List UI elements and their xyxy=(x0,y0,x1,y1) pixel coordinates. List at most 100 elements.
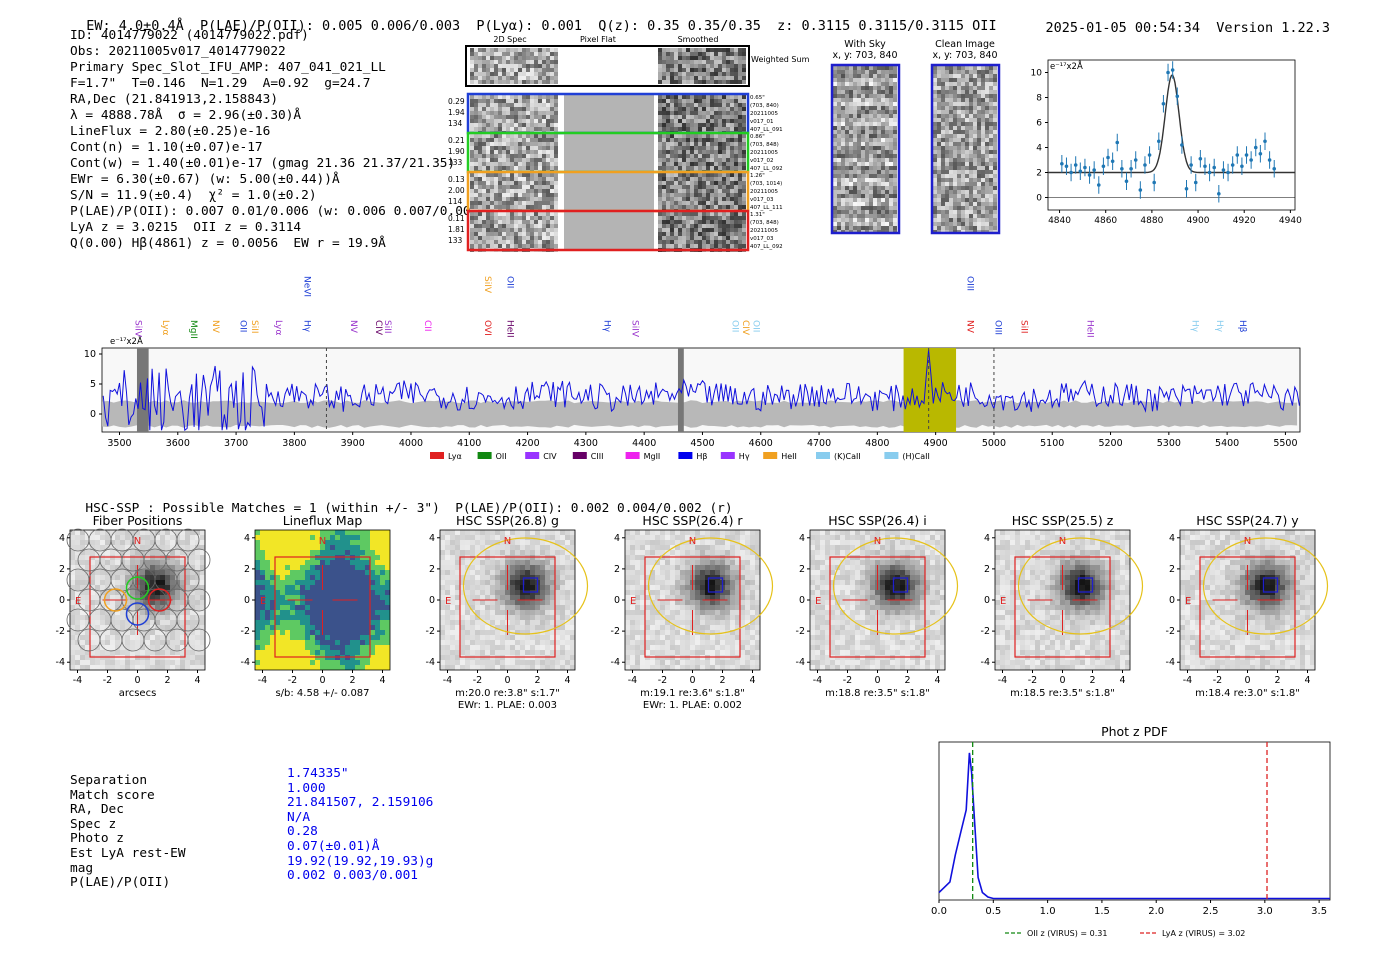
pdf-legend-label: OII z (VIRUS) = 0.31 xyxy=(1027,929,1107,938)
spectrum-xtick: 5200 xyxy=(1098,438,1122,449)
data-point xyxy=(1240,157,1244,175)
timestamp-version: 2025-01-05 00:54:34 Version 1.22.3 xyxy=(1045,20,1330,36)
data-point xyxy=(1092,161,1096,179)
hsc-ytick: 0 xyxy=(1169,595,1175,606)
hsc-ytick: 4 xyxy=(984,533,990,544)
north-label: N xyxy=(319,536,326,547)
spectral-line-label: SiII xyxy=(382,320,392,334)
counterpart-box xyxy=(1077,577,1094,593)
legend-swatch xyxy=(477,452,492,459)
east-label: E xyxy=(75,596,81,607)
spectral-line-label: OII xyxy=(750,320,760,332)
masked-band xyxy=(677,348,684,432)
cutout-row-meta: v017_03 xyxy=(750,197,774,203)
spectrum-xtick: 4700 xyxy=(807,438,831,449)
spectral-line-label: Hγ xyxy=(1189,320,1199,333)
data-point xyxy=(1193,173,1198,192)
hsc-xtick: -2 xyxy=(288,675,297,686)
hsc-ytick: -4 xyxy=(241,657,250,668)
match-value: 1.74335" xyxy=(287,766,349,781)
hsc-xtick: -4 xyxy=(73,675,82,686)
spectral-line-label: Lyα xyxy=(273,320,283,336)
pdf-xtick: 3.0 xyxy=(1257,906,1273,917)
hsc-ytick: 2 xyxy=(59,564,65,575)
hsc-ytick: -2 xyxy=(1166,626,1175,637)
spectral-line-label: HeII xyxy=(504,320,514,338)
hsc-xtick: -2 xyxy=(1213,675,1222,686)
zoom-ytick: 8 xyxy=(1036,94,1042,104)
spectral-line-label: Hγ xyxy=(1214,320,1224,333)
zoom-xtick: 4860 xyxy=(1094,216,1117,226)
data-point xyxy=(1180,136,1184,154)
hsc-ytick: -4 xyxy=(981,657,990,668)
match-value: 1.000 xyxy=(287,780,326,796)
zoom-xtick: 4920 xyxy=(1233,216,1256,226)
spectral-line-label: NV xyxy=(210,320,220,334)
cutout-row-meta: v017_01 xyxy=(750,119,774,125)
hsc-panel-caption: s/b: 4.58 +/- 0.087 xyxy=(275,688,369,699)
fiber-circle xyxy=(147,588,172,612)
data-point xyxy=(1253,138,1258,157)
counterpart-box xyxy=(707,577,724,593)
match-label: Est LyA rest-EW xyxy=(70,845,186,861)
legend-swatch xyxy=(763,452,778,459)
zoom-xtick: 4940 xyxy=(1279,216,1302,226)
match-value: 21.841507, 2.159106 xyxy=(287,795,434,811)
legend-label: Hγ xyxy=(739,452,750,461)
hsc-xtick: 0 xyxy=(1244,675,1250,686)
cutout-row-meta: 20211005 xyxy=(750,111,778,117)
hsc-xtick: 0 xyxy=(134,675,140,686)
legend-label: OII xyxy=(496,452,507,461)
data-point xyxy=(1124,172,1129,190)
match-value: 0.07(±0.01)Å xyxy=(287,838,380,854)
spectral-line-label: OVI xyxy=(482,320,492,336)
data-point xyxy=(1060,155,1064,173)
counterpart-box xyxy=(892,577,909,593)
cutout-row-meta: (703, 848) xyxy=(750,142,779,148)
spectrum-ytick: 0 xyxy=(90,409,96,420)
data-point xyxy=(1263,132,1267,150)
fiber-circle xyxy=(125,576,150,600)
spectrum-xtick: 5100 xyxy=(1040,438,1064,449)
spectral-line-label: OII xyxy=(504,276,514,288)
hsc-xtick: -4 xyxy=(813,675,822,686)
hsc-xtick: 4 xyxy=(1119,675,1125,686)
hsc-xtick: 2 xyxy=(1274,675,1280,686)
hsc-ytick: 4 xyxy=(799,533,805,544)
hsc-ytick: 4 xyxy=(614,533,620,544)
spectral-line-label: Hγ xyxy=(602,320,612,333)
data-point xyxy=(1147,146,1152,164)
spectrum-ylabel: e⁻¹⁷x2Å xyxy=(110,335,143,347)
spectral-line-label: NeVI xyxy=(301,276,311,297)
cutout-row-meta: 1.31" xyxy=(750,212,765,218)
data-point xyxy=(1120,160,1124,178)
legend-swatch xyxy=(884,452,899,459)
hsc-xtick: 4 xyxy=(1304,675,1310,686)
spectral-line-label: SiIV xyxy=(630,320,640,338)
data-point xyxy=(1106,148,1110,167)
hsc-panel-caption-2: EWr: 1. PLAE: 0.002 xyxy=(643,700,742,711)
legend-label: CIII xyxy=(591,452,604,461)
fiber-circle xyxy=(125,602,150,626)
source-ellipse xyxy=(1202,537,1329,635)
spectrum-xtick: 3500 xyxy=(107,438,131,449)
zoom-xtick: 4840 xyxy=(1048,216,1071,226)
cutout-row-stat: 0.29 xyxy=(448,97,465,106)
data-point xyxy=(1166,63,1170,82)
data-point xyxy=(1230,156,1235,174)
data-point xyxy=(1138,181,1143,199)
clean-image-coords: x, y: 703, 840 xyxy=(932,50,997,61)
spectral-line-label: Lyα xyxy=(160,320,170,336)
cutout-row-meta: 20211005 xyxy=(750,228,778,234)
spectral-line-label: HeII xyxy=(1084,320,1094,338)
data-point xyxy=(1087,166,1092,184)
cutout-row-stat: 0.13 xyxy=(448,175,465,184)
cutout-row-meta: 0.65" xyxy=(750,95,765,101)
hsc-ytick: -2 xyxy=(426,626,435,637)
cutout-row-meta: (703, 1014) xyxy=(750,181,782,187)
spectrum-xtick: 4800 xyxy=(865,438,889,449)
spectrum-xtick: 5400 xyxy=(1215,438,1239,449)
hsc-match-text: HSC-SSP : Possible Matches = 1 (within +… xyxy=(85,501,733,516)
source-ellipse xyxy=(1017,537,1144,635)
legend-label: Lyα xyxy=(448,452,462,461)
